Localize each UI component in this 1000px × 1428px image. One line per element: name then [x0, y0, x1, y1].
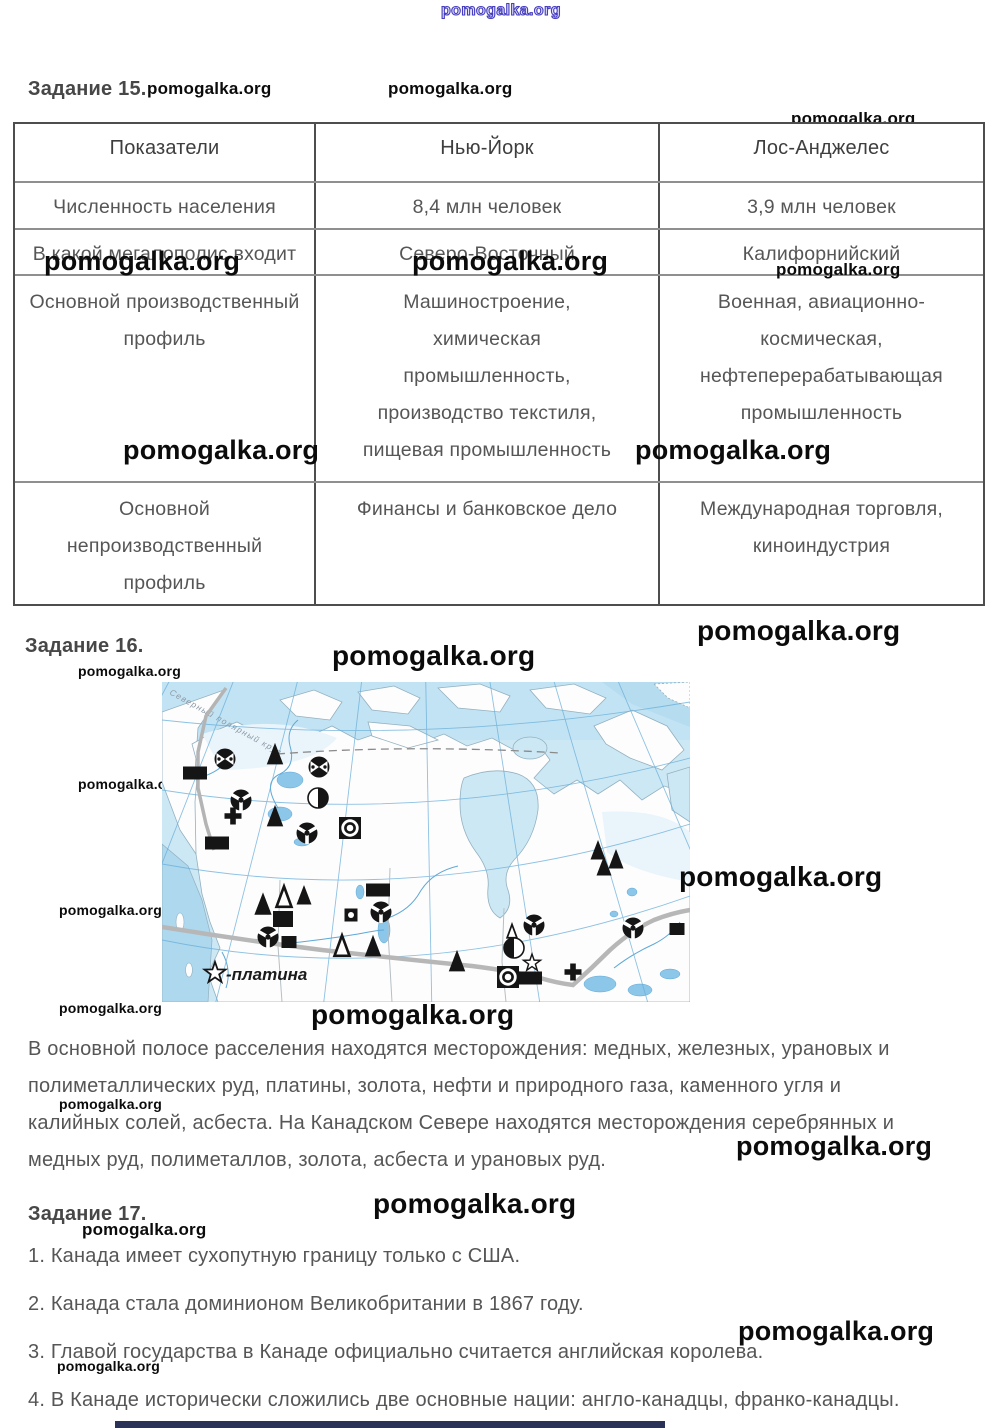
comparison-table: Показатели Нью-Йорк Лос-Анджелес Численн…: [13, 122, 985, 606]
table-cell: Международная торговля, киноиндустрия: [700, 498, 943, 557]
watermark: pomogalka.org: [776, 260, 901, 279]
task16-heading: Задание 16.: [25, 635, 144, 657]
map-symbols-layer: [183, 742, 685, 988]
table-cell: В какой мегалополис входит: [15, 230, 316, 274]
map-symbol-star: [201, 959, 229, 985]
list-item: 3. Главой государства в Канаде официальн…: [28, 1341, 764, 1363]
map-hudson-bay: [459, 770, 539, 919]
watermark: pomogalka.org: [78, 776, 181, 792]
map-symbol-tri: [296, 885, 312, 905]
map-symbol-rect: [205, 836, 229, 850]
task17-heading: Задание 17.: [28, 1203, 147, 1225]
paragraph-line: В основной полосе расселения находятся м…: [28, 1038, 890, 1060]
map-symbol-tri: [448, 949, 466, 972]
watermark: pomogalka.org: [388, 79, 513, 98]
watermark: pomogalka.org: [736, 1131, 933, 1161]
table-cell: Численность населения: [15, 183, 316, 228]
list-item: 4. В Канаде исторически сложились две ос…: [28, 1389, 900, 1411]
map-symbol-cross: [564, 963, 582, 981]
map-symbol-sq: [669, 923, 685, 935]
watermark: pomogalka.org: [78, 663, 181, 679]
table-cell: Калифорнийский: [742, 243, 901, 265]
canada-contour-map: Северный полярный круг -платина: [162, 682, 690, 1002]
map-symbol-tri_o: [274, 882, 294, 909]
map-symbol-cross: [224, 807, 242, 825]
table-cell: 3,9 млн человек: [747, 196, 896, 218]
table-row: Основной непроизводственный профиль Фина…: [15, 483, 983, 604]
paragraph-line: полиметаллических руд, платины, золота, …: [28, 1075, 842, 1097]
map-symbol-tri: [608, 849, 624, 869]
map-symbol-rad: [370, 901, 392, 923]
watermark: pomogalka.org: [697, 615, 901, 646]
watermark: pomogalka.org: [57, 1358, 160, 1374]
map-symbol-star: [521, 951, 543, 972]
map-symbol-tri: [266, 804, 284, 827]
table-row: В какой мегалополис входит Северо-Восточ…: [15, 230, 983, 276]
watermark: pomogalka.org: [311, 999, 515, 1030]
map-symbol-rad: [622, 917, 644, 939]
watermark: pomogalka.org: [59, 1096, 162, 1112]
watermark: pomogalka.org: [332, 640, 536, 671]
map-symbol-tri: [364, 934, 382, 957]
watermark: pomogalka.org: [44, 246, 241, 276]
list-item: 1. Канада имеет сухопутную границу тольк…: [28, 1245, 521, 1267]
map-symbol-bigsq: [273, 911, 293, 927]
map-legend-label: -платина: [226, 965, 307, 984]
map-symbol-tri: [254, 892, 272, 915]
watermark: pomogalka.org: [59, 902, 162, 918]
map-symbol-tri: [266, 742, 284, 765]
watermark: pomogalka.org: [679, 861, 883, 892]
map-symbol-rect: [183, 766, 207, 780]
watermark: pomogalka.org: [123, 435, 320, 465]
table-row: Основной производственный профиль Машино…: [15, 276, 983, 483]
map-symbol-tri_o: [332, 931, 352, 958]
watermark: pomogalka.org: [412, 246, 609, 276]
watermark: pomogalka.org: [59, 1000, 162, 1016]
table-cell: Основной непроизводственный профиль: [15, 483, 316, 604]
map-symbol-sqc: [339, 817, 361, 839]
watermark: pomogalka.org: [635, 435, 832, 465]
paragraph-line: медных руд, полиметаллов, золота, асбест…: [28, 1149, 606, 1171]
table-cell: Финансы и банковское дело: [316, 483, 660, 604]
map-symbol-rad: [296, 822, 318, 844]
table-header-cell: Лос-Анджелес: [753, 137, 890, 159]
table-cell: Северо-Восточный: [316, 230, 660, 274]
table-cell: Основной производственный профиль: [15, 276, 316, 481]
map-symbol-tri: [596, 856, 612, 876]
table-header-cell: Показатели: [15, 124, 316, 181]
cutoff-strip: [115, 1421, 665, 1428]
map-symbol-rad: [257, 926, 279, 948]
map-symbol-rect: [366, 883, 390, 897]
map-graticule: [162, 682, 690, 1002]
map-symbol-halfR: [307, 787, 329, 809]
map-symbol-rad: [230, 789, 252, 811]
map-symbol-rect: [518, 971, 542, 985]
paragraph-line: калийных солей, асбеста. На Канадском Се…: [28, 1112, 895, 1134]
task15-heading: Задание 15.: [28, 78, 147, 100]
map-symbol-ore: [308, 756, 330, 778]
table-cell: Машиностроение, химическая промышленност…: [316, 276, 660, 481]
watermark: pomogalka.org: [440, 1, 561, 19]
table-cell: 8,4 млн человек: [316, 183, 660, 228]
table-cell: Военная, авиационно- космическая, нефтеп…: [700, 291, 943, 424]
map-symbol-tri: [590, 840, 606, 860]
table-row: Численность населения 8,4 млн человек 3,…: [15, 183, 983, 230]
watermark: pomogalka.org: [373, 1188, 577, 1219]
map-symbol-ore: [214, 748, 236, 770]
watermark: pomogalka.org: [738, 1316, 935, 1346]
watermark: pomogalka.org: [147, 79, 272, 98]
list-item: 2. Канада стала доминионом Великобритани…: [28, 1293, 584, 1315]
map-symbol-sqdot: [344, 908, 358, 922]
map-symbol-rad: [523, 914, 545, 936]
watermark: pomogalka.org: [82, 1220, 207, 1239]
table-header-cell: Нью-Йорк: [316, 124, 660, 181]
map-symbol-sq: [281, 936, 297, 948]
map-arctic-islands: [279, 683, 690, 823]
map-symbol-halfL: [503, 937, 525, 959]
table-header-row: Показатели Нью-Йорк Лос-Анджелес: [15, 124, 983, 183]
map-symbol-sqc: [497, 966, 519, 988]
